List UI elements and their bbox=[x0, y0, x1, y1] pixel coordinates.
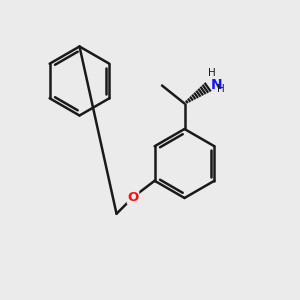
Text: N: N bbox=[211, 78, 223, 92]
Text: O: O bbox=[128, 191, 139, 204]
Text: H: H bbox=[218, 84, 225, 94]
Text: H: H bbox=[208, 68, 215, 78]
